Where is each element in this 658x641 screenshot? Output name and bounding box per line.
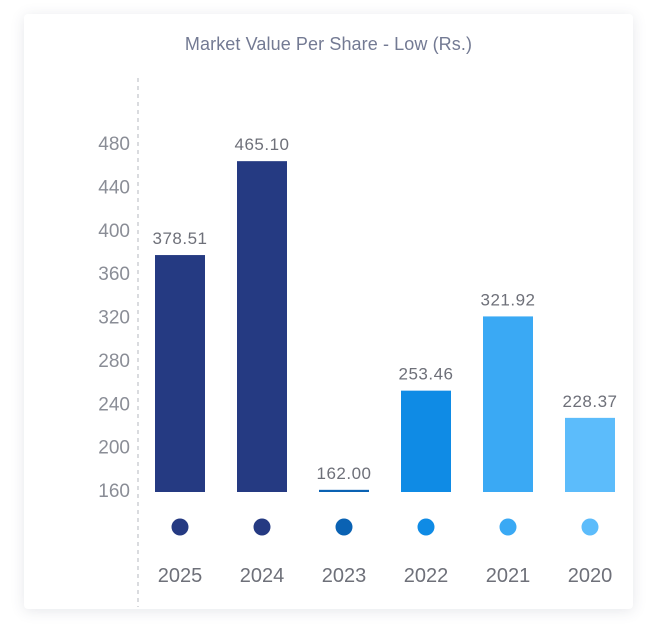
y-tick-label: 320 (98, 308, 130, 329)
chart-card (24, 14, 633, 609)
data-label-2024: 465.10 (235, 135, 290, 154)
bar-2023 (319, 489, 369, 492)
data-label-2023: 162.00 (317, 464, 372, 483)
category-dot-2022 (417, 518, 435, 536)
x-axis-categories: 2025 2024 2023 2022 2021 2020 (158, 565, 613, 587)
bar-2025 (155, 255, 205, 492)
y-tick-label: 160 (98, 481, 130, 502)
x-tick-label-2022: 2022 (404, 565, 449, 587)
category-dot-2025 (171, 518, 189, 536)
y-tick-label: 400 (98, 221, 130, 242)
category-dot-2021 (499, 518, 517, 536)
data-label-2021: 321.92 (481, 290, 536, 309)
bar-2024 (237, 161, 287, 493)
x-tick-label-2020: 2020 (568, 565, 613, 587)
chart-title: Market Value Per Share - Low (Rs.) (184, 34, 473, 54)
data-label-2020: 228.37 (563, 392, 618, 411)
x-tick-label-2023: 2023 (322, 565, 367, 587)
bars (155, 161, 615, 493)
data-label-2025: 378.51 (153, 229, 208, 248)
x-tick-label-2025: 2025 (158, 565, 203, 587)
category-dots (171, 518, 599, 536)
y-tick-label: 440 (98, 177, 130, 198)
bar-2021 (483, 316, 533, 492)
category-dot-2023 (335, 518, 353, 536)
category-dot-2020 (581, 518, 599, 536)
data-labels: 378.51 465.10 162.00 253.46 321.92 228.37 (153, 135, 618, 483)
data-label-2022: 253.46 (399, 365, 454, 384)
y-tick-label: 360 (98, 264, 130, 285)
y-tick-label: 280 (98, 351, 130, 372)
x-tick-label-2021: 2021 (486, 565, 531, 587)
bar-2020 (565, 417, 615, 492)
y-tick-label: 480 (98, 134, 130, 155)
y-tick-label: 240 (98, 394, 130, 415)
y-tick-label: 200 (98, 438, 130, 459)
x-tick-label-2024: 2024 (240, 565, 285, 587)
y-axis-ticks: 160 200 240 280 320 360 400 440 480 (98, 134, 130, 502)
bar-2022 (401, 390, 451, 492)
category-dot-2024 (253, 518, 271, 536)
